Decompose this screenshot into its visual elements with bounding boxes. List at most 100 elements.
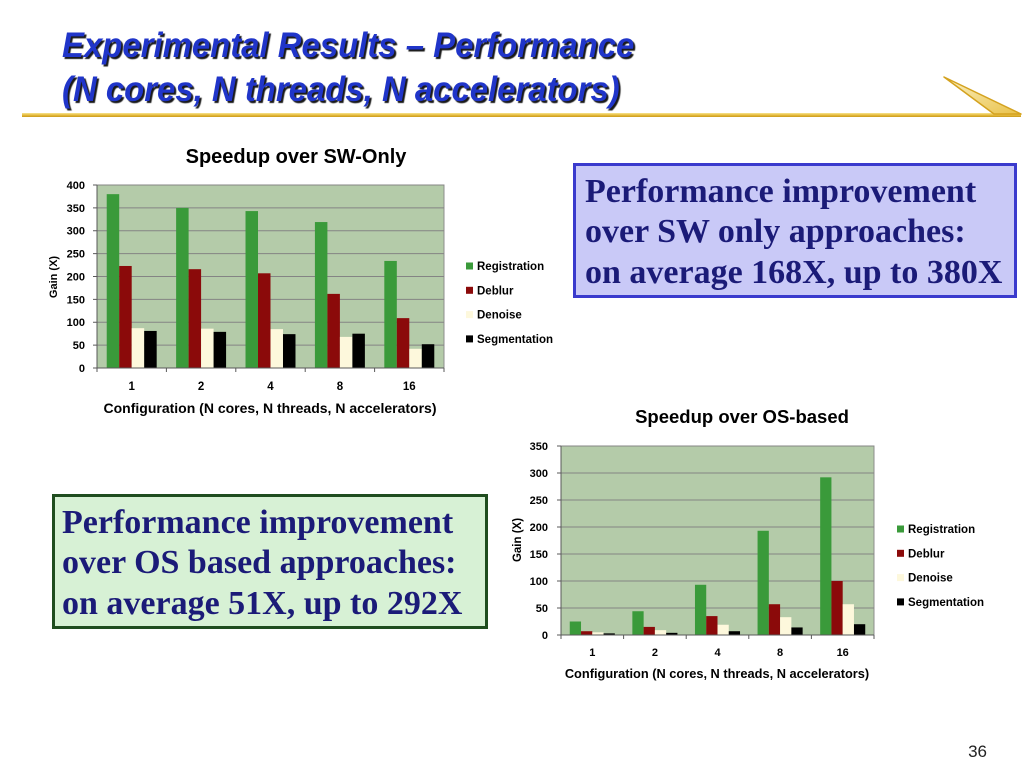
legend-label-segmentation: Segmentation xyxy=(908,597,984,609)
legend-swatch-registration xyxy=(897,525,904,533)
x-axis-ticks: 1 2 4 8 16 xyxy=(96,368,445,393)
y-tick-label: 250 xyxy=(67,249,85,261)
slide-title: Experimental Results – Performance (N co… xyxy=(62,24,634,112)
callout-line: Performance improvement xyxy=(585,172,977,210)
bar-registration-8 xyxy=(757,530,769,635)
bar-denoise-4 xyxy=(717,624,729,635)
x-tick-label: 8 xyxy=(777,647,783,659)
chart-speedup-over-sw-only: Speedup over SW-Only 0 50 100 150 200 250 300 35… xyxy=(48,146,553,416)
legend-label-registration: Registration xyxy=(477,261,544,273)
x-tick-label: 1 xyxy=(128,381,135,393)
bar-deblur-2 xyxy=(643,626,655,635)
bar-segmentation-8 xyxy=(352,333,365,368)
x-axis-label: Configuration (N cores, N threads, N acc… xyxy=(565,666,869,681)
bar-segmentation-8 xyxy=(791,627,803,635)
legend: Registration Deblur Denoise Segmentation xyxy=(466,261,553,346)
bar-registration-16 xyxy=(820,477,832,635)
callout-os-based-improvement: Performance improvement over OS based ap… xyxy=(52,494,488,629)
y-tick-label: 200 xyxy=(67,271,85,283)
y-axis-ticks: 0 50 100 150 200 250 300 350 400 xyxy=(67,180,97,375)
bar-segmentation-1 xyxy=(144,330,157,368)
bar-denoise-16 xyxy=(409,348,422,368)
x-tick-label: 2 xyxy=(652,647,658,659)
legend-swatch-segmentation xyxy=(466,335,473,343)
x-tick-label: 16 xyxy=(837,647,849,659)
chart-speedup-over-os-based: Speedup over OS-based 0 50 100 150 200 250 300 3… xyxy=(512,406,984,681)
legend-swatch-denoise xyxy=(897,574,904,582)
legend-swatch-registration xyxy=(466,262,473,270)
legend-swatch-denoise xyxy=(466,311,473,319)
bar-registration-4 xyxy=(245,211,259,368)
bar-denoise-16 xyxy=(842,604,854,635)
bar-deblur-1 xyxy=(119,265,132,368)
chart-title: Speedup over OS-based xyxy=(635,406,849,427)
x-tick-label: 8 xyxy=(337,381,344,393)
chart-title: Speedup over SW-Only xyxy=(186,146,408,168)
legend: Registration Deblur Denoise Segmentation xyxy=(897,524,984,609)
bar-denoise-1 xyxy=(592,632,604,635)
legend-swatch-deblur xyxy=(466,286,473,294)
y-tick-label: 200 xyxy=(530,522,548,534)
bar-deblur-16 xyxy=(831,581,843,635)
page-number: 36 xyxy=(968,742,987,761)
legend-swatch-segmentation xyxy=(897,598,904,606)
bar-segmentation-16 xyxy=(421,344,435,368)
y-tick-label: 250 xyxy=(530,495,548,507)
callout-line: on average 51X, up to 292X xyxy=(62,584,463,622)
bar-denoise-8 xyxy=(339,336,353,368)
x-tick-label: 1 xyxy=(589,647,595,659)
legend-label-deblur: Deblur xyxy=(477,285,514,297)
slide-title-line-1: Experimental Results – Performance xyxy=(62,26,635,65)
x-tick-label: 4 xyxy=(267,381,274,393)
y-axis-ticks: 0 50 100 150 200 250 300 350 xyxy=(530,441,561,642)
callout-sw-only-improvement: Performance improvement over SW only app… xyxy=(573,163,1017,298)
bar-denoise-4 xyxy=(270,329,283,368)
y-tick-label: 100 xyxy=(530,576,548,588)
bar-denoise-2 xyxy=(654,630,667,635)
bar-denoise-8 xyxy=(780,617,792,635)
y-axis-label: Gain (X) xyxy=(48,256,60,299)
bar-registration-8 xyxy=(314,222,328,368)
y-tick-label: 150 xyxy=(67,294,85,306)
bar-registration-1 xyxy=(106,194,120,368)
y-tick-label: 350 xyxy=(67,203,85,215)
bar-deblur-1 xyxy=(581,631,593,635)
bar-registration-2 xyxy=(632,611,644,635)
bar-segmentation-1 xyxy=(603,633,615,635)
x-axis-ticks: 1 2 4 8 16 xyxy=(560,635,875,659)
callout-line: on average 168X, up to 380X xyxy=(585,253,1003,291)
slide-title-line-2: (N cores, N threads, N accelerators) xyxy=(62,70,620,109)
legend-swatch-deblur xyxy=(897,549,904,557)
title-underline-rule xyxy=(22,113,1021,117)
legend-label-registration: Registration xyxy=(908,524,975,536)
callout-line: over OS based approaches: xyxy=(62,544,457,582)
y-axis-label: Gain (X) xyxy=(512,518,524,562)
bar-denoise-2 xyxy=(201,328,214,368)
y-tick-label: 0 xyxy=(79,363,85,375)
y-tick-label: 400 xyxy=(67,180,85,192)
y-tick-label: 50 xyxy=(536,603,548,615)
y-tick-label: 150 xyxy=(530,549,548,561)
x-tick-label: 2 xyxy=(198,381,204,393)
bar-segmentation-16 xyxy=(853,624,866,635)
legend-label-deblur: Deblur xyxy=(908,548,945,560)
bar-denoise-1 xyxy=(131,328,145,368)
bar-deblur-2 xyxy=(188,269,202,368)
bar-segmentation-2 xyxy=(666,632,678,635)
y-tick-label: 0 xyxy=(542,630,548,642)
callout-line: Performance improvement xyxy=(62,503,454,541)
x-tick-label: 16 xyxy=(403,381,416,393)
bars xyxy=(569,477,866,635)
bar-registration-2 xyxy=(176,207,189,368)
callout-line: over SW only approaches: xyxy=(585,213,966,251)
y-tick-label: 300 xyxy=(530,468,548,480)
bar-registration-16 xyxy=(384,260,397,368)
bar-deblur-8 xyxy=(327,293,340,368)
bar-segmentation-2 xyxy=(213,331,227,368)
bar-segmentation-4 xyxy=(728,631,741,635)
y-tick-label: 300 xyxy=(67,226,85,238)
x-axis-label: Configuration (N cores, N threads, N acc… xyxy=(104,400,437,416)
legend-label-segmentation: Segmentation xyxy=(477,334,553,346)
title-arrow-icon xyxy=(943,76,1022,115)
y-tick-label: 350 xyxy=(530,441,548,453)
